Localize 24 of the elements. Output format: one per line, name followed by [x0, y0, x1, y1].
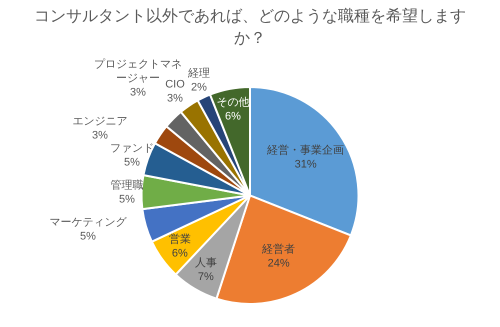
- slice-label: 人事: [194, 256, 217, 270]
- slice-label: 営業: [168, 232, 191, 246]
- slice-label: ファンド: [110, 142, 154, 155]
- slice-label: マーケティング: [50, 216, 128, 229]
- slice-label: その他: [216, 96, 250, 109]
- slice-label: 経営者: [261, 242, 296, 256]
- slice-label: 経営・事業企画: [266, 144, 344, 157]
- data-label: 3%: [92, 130, 108, 142]
- data-label: 31%: [294, 158, 317, 171]
- data-label: 6%: [225, 110, 242, 123]
- slice-label: エンジニア: [72, 116, 128, 128]
- slice-label: 経理: [187, 68, 210, 80]
- data-label: 5%: [80, 230, 96, 243]
- data-label: 6%: [172, 248, 188, 260]
- slice-label: CIO: [165, 78, 186, 91]
- data-label: 7%: [198, 271, 214, 284]
- data-label: 2%: [191, 82, 208, 94]
- data-label: 3%: [130, 86, 146, 99]
- chart-title: コンサルタント以外であれば、どのような職種を希望しますか？: [33, 6, 467, 49]
- data-label: 5%: [119, 194, 136, 206]
- slice-label: 管理職: [110, 178, 144, 192]
- data-label: 3%: [167, 92, 184, 105]
- data-label: 5%: [124, 156, 140, 169]
- data-label: 24%: [268, 257, 290, 270]
